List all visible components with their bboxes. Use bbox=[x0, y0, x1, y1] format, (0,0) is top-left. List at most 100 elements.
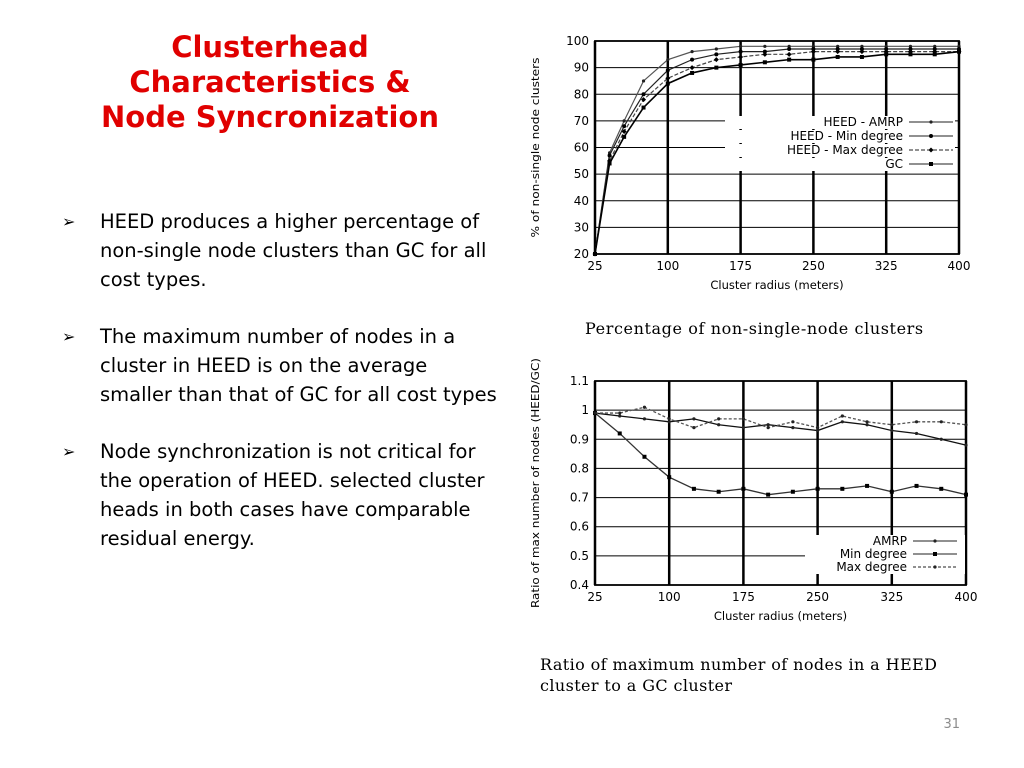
data-point bbox=[690, 57, 695, 62]
data-point bbox=[665, 81, 670, 86]
data-point bbox=[932, 52, 937, 57]
data-point bbox=[860, 44, 864, 48]
data-point bbox=[835, 46, 840, 51]
data-point bbox=[957, 49, 961, 54]
slide-title: Clusterhead Characteristics & Node Syncr… bbox=[90, 30, 450, 135]
legend-background bbox=[725, 158, 955, 171]
data-point bbox=[939, 437, 943, 441]
data-point bbox=[622, 124, 627, 129]
legend-background bbox=[725, 116, 955, 129]
legend-label: Max degree bbox=[836, 560, 907, 574]
x-tick-label: 175 bbox=[732, 590, 755, 604]
data-point bbox=[907, 49, 913, 55]
chart-caption: Percentage of non-single-node clusters bbox=[585, 319, 924, 338]
legend-background bbox=[725, 144, 955, 157]
bullet-text: HEED produces a higher percentage of non… bbox=[100, 210, 487, 291]
slide-title-line: Characteristics & bbox=[129, 65, 411, 99]
y-tick-label: 0.4 bbox=[570, 578, 589, 592]
data-point bbox=[865, 423, 869, 427]
data-point bbox=[741, 426, 745, 430]
x-tick-label: 100 bbox=[656, 259, 679, 273]
y-tick-label: 70 bbox=[574, 114, 589, 128]
data-point bbox=[741, 417, 745, 421]
data-point bbox=[692, 426, 696, 430]
bullet-text: Node synchronization is not critical for… bbox=[100, 440, 485, 550]
bullet-arrow-icon: ➢ bbox=[62, 212, 76, 231]
data-point bbox=[787, 57, 792, 62]
data-point bbox=[840, 486, 845, 491]
data-point bbox=[914, 483, 919, 488]
data-point bbox=[884, 44, 888, 48]
data-point bbox=[621, 129, 627, 135]
data-point bbox=[790, 489, 795, 494]
x-axis-label: Cluster radius (meters) bbox=[714, 609, 847, 623]
data-point bbox=[738, 49, 743, 54]
data-point bbox=[786, 51, 792, 57]
legend-label: HEED - Max degree bbox=[787, 143, 903, 157]
y-axis-label: Ratio of max number of nodes (HEED/GC) bbox=[529, 358, 542, 608]
legend-label: GC bbox=[885, 157, 903, 171]
data-point bbox=[939, 486, 944, 491]
data-point bbox=[840, 414, 844, 418]
data-point bbox=[865, 483, 870, 488]
data-point bbox=[835, 49, 841, 55]
data-point bbox=[717, 423, 721, 427]
data-point bbox=[690, 50, 694, 54]
y-tick-label: 0.9 bbox=[570, 432, 589, 446]
data-point bbox=[865, 420, 869, 424]
legend-background bbox=[725, 130, 955, 143]
data-point bbox=[641, 97, 647, 103]
series-2 bbox=[593, 46, 961, 256]
y-tick-label: 0.5 bbox=[570, 549, 589, 563]
y-tick-label: 30 bbox=[574, 220, 589, 234]
data-point bbox=[690, 70, 695, 75]
bullet-arrow-icon: ➢ bbox=[62, 327, 76, 346]
legend-background bbox=[805, 561, 965, 574]
data-point bbox=[811, 57, 816, 62]
data-point bbox=[884, 46, 889, 51]
y-tick-label: 1 bbox=[581, 403, 589, 417]
y-tick-label: 20 bbox=[574, 247, 589, 261]
x-tick-label: 325 bbox=[880, 590, 903, 604]
data-point bbox=[766, 492, 771, 497]
x-tick-label: 250 bbox=[806, 590, 829, 604]
x-tick-label: 250 bbox=[802, 259, 825, 273]
x-tick-label: 100 bbox=[658, 590, 681, 604]
x-tick-label: 25 bbox=[587, 259, 602, 273]
data-point bbox=[964, 443, 968, 447]
data-point bbox=[665, 75, 671, 81]
series-3 bbox=[592, 49, 962, 257]
legend-label: Min degree bbox=[840, 547, 907, 561]
data-point bbox=[641, 92, 646, 97]
y-tick-label: 90 bbox=[574, 61, 589, 75]
y-tick-label: 100 bbox=[566, 34, 589, 48]
data-point bbox=[883, 49, 889, 55]
y-tick-label: 40 bbox=[574, 194, 589, 208]
x-tick-label: 325 bbox=[875, 259, 898, 273]
data-point bbox=[642, 417, 647, 421]
data-point bbox=[689, 65, 695, 71]
series-4 bbox=[593, 49, 961, 256]
data-point bbox=[889, 489, 894, 494]
data-point bbox=[763, 44, 767, 48]
data-point bbox=[762, 51, 768, 57]
bullet-text: The maximum number of nodes in a cluster… bbox=[100, 325, 497, 406]
chart-caption: Ratio of maximum number of nodes in a HE… bbox=[540, 655, 938, 695]
data-point bbox=[692, 417, 696, 421]
data-point bbox=[691, 486, 696, 491]
data-point bbox=[914, 431, 919, 436]
data-point bbox=[622, 119, 626, 123]
data-point bbox=[908, 44, 913, 48]
y-tick-label: 50 bbox=[574, 167, 589, 181]
data-point bbox=[762, 60, 767, 65]
data-point bbox=[714, 52, 719, 57]
data-point bbox=[666, 58, 670, 62]
data-point bbox=[642, 454, 647, 459]
data-point bbox=[713, 57, 719, 63]
y-axis-label: % of non-single node clusters bbox=[529, 57, 542, 237]
legend-marker bbox=[929, 162, 933, 166]
data-point bbox=[811, 46, 816, 51]
data-point bbox=[932, 49, 938, 55]
y-tick-label: 1.1 bbox=[570, 374, 589, 388]
legend-marker bbox=[933, 565, 937, 569]
